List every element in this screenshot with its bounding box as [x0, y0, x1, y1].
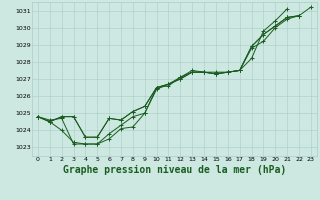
X-axis label: Graphe pression niveau de la mer (hPa): Graphe pression niveau de la mer (hPa): [63, 165, 286, 175]
